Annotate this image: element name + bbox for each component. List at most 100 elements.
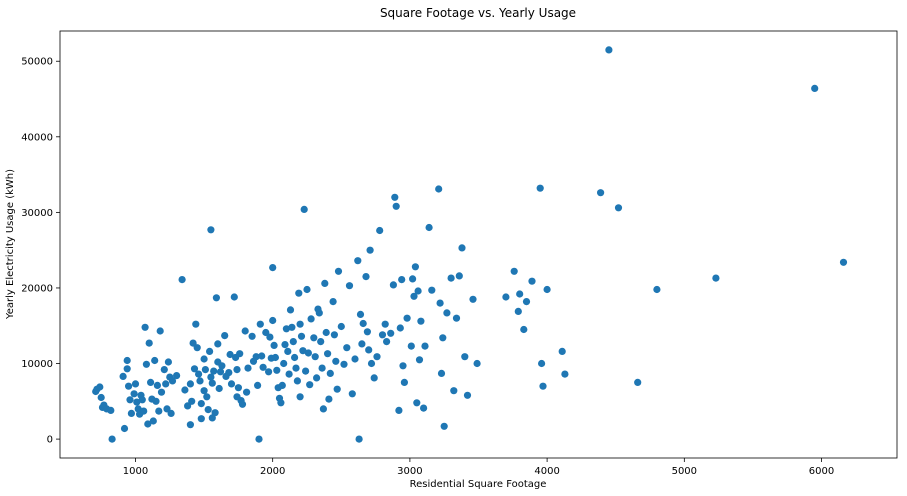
data-point <box>120 424 129 433</box>
data-point <box>307 315 315 323</box>
data-point <box>302 367 310 375</box>
data-point <box>167 409 175 417</box>
data-point <box>149 417 157 425</box>
y-axis: 0 10000 20000 30000 40000 50000 <box>21 57 60 446</box>
x-tick-label: 5000 <box>672 466 697 477</box>
data-point <box>153 381 161 389</box>
data-point <box>516 290 524 298</box>
data-point <box>252 353 260 361</box>
data-point <box>520 325 528 334</box>
data-point <box>123 356 131 365</box>
data-point <box>538 359 546 368</box>
x-tick-label: 3000 <box>397 466 422 477</box>
data-point <box>258 352 266 360</box>
data-point <box>366 246 374 254</box>
data-point <box>514 307 522 315</box>
data-point <box>450 387 458 395</box>
data-point <box>286 306 295 314</box>
data-point <box>207 226 215 234</box>
data-point <box>395 406 403 414</box>
x-axis: 1000 2000 3000 4000 5000 6000 <box>123 458 834 477</box>
data-point <box>281 341 289 349</box>
data-point <box>318 364 326 372</box>
data-point <box>296 393 304 401</box>
data-point <box>558 347 566 355</box>
data-point <box>204 406 212 414</box>
data-point <box>218 362 226 370</box>
data-point <box>299 347 307 355</box>
data-point <box>391 193 399 201</box>
data-point <box>288 323 296 331</box>
data-point <box>345 282 354 290</box>
x-axis-label: Residential Square Footage <box>410 479 547 490</box>
data-point <box>400 378 408 386</box>
data-point <box>248 332 256 340</box>
data-point <box>97 393 105 402</box>
data-point <box>324 350 332 358</box>
data-point <box>138 396 146 404</box>
data-point <box>280 359 288 368</box>
data-point <box>243 388 251 396</box>
data-point <box>216 368 225 376</box>
data-point <box>221 332 229 340</box>
data-point <box>319 405 327 413</box>
data-point <box>152 397 160 405</box>
data-point <box>108 435 116 443</box>
data-point <box>435 185 443 193</box>
data-point <box>273 366 281 374</box>
data-point <box>126 396 134 404</box>
plot-frame <box>59 30 898 459</box>
data-point <box>196 377 204 385</box>
data-point <box>311 353 319 361</box>
data-point <box>411 263 419 271</box>
data-point <box>417 317 425 325</box>
data-point <box>107 406 115 414</box>
data-point <box>195 370 203 378</box>
data-point <box>614 204 623 212</box>
data-point <box>396 324 404 332</box>
data-point <box>186 421 194 429</box>
data-point <box>212 294 220 302</box>
data-point <box>383 338 391 346</box>
data-point <box>127 409 135 417</box>
y-tick-label: 50000 <box>21 57 53 68</box>
data-point <box>326 369 334 377</box>
data-point <box>653 285 661 294</box>
data-point <box>458 244 466 252</box>
data-point <box>333 385 341 393</box>
x-tick-label: 6000 <box>809 466 834 477</box>
data-point <box>409 275 417 283</box>
data-point <box>230 293 238 301</box>
data-point <box>225 369 233 377</box>
data-point <box>131 380 140 388</box>
data-point <box>297 332 306 340</box>
data-point <box>337 322 345 331</box>
data-point <box>317 338 325 346</box>
data-point <box>340 360 348 368</box>
data-point <box>285 370 293 378</box>
data-point <box>215 384 223 393</box>
chart-title: Square Footage vs. Yearly Usage <box>380 6 576 20</box>
data-point <box>381 320 389 328</box>
data-point <box>398 276 406 284</box>
data-point <box>226 350 234 359</box>
data-point <box>210 367 218 375</box>
data-point <box>208 379 216 387</box>
data-point <box>359 319 367 328</box>
data-point <box>373 353 381 361</box>
y-tick-label: 0 <box>47 435 53 446</box>
data-point <box>123 365 131 373</box>
data-point <box>330 331 338 339</box>
data-point <box>358 340 366 348</box>
data-point <box>334 267 343 275</box>
data-point <box>282 325 290 333</box>
y-tick-label: 30000 <box>21 208 53 219</box>
data-point <box>315 309 323 317</box>
data-point <box>145 339 153 347</box>
data-point <box>332 357 340 365</box>
data-point <box>160 366 168 374</box>
data-point <box>536 184 544 192</box>
data-point <box>254 381 262 389</box>
data-point <box>200 387 208 395</box>
data-point <box>304 349 312 357</box>
